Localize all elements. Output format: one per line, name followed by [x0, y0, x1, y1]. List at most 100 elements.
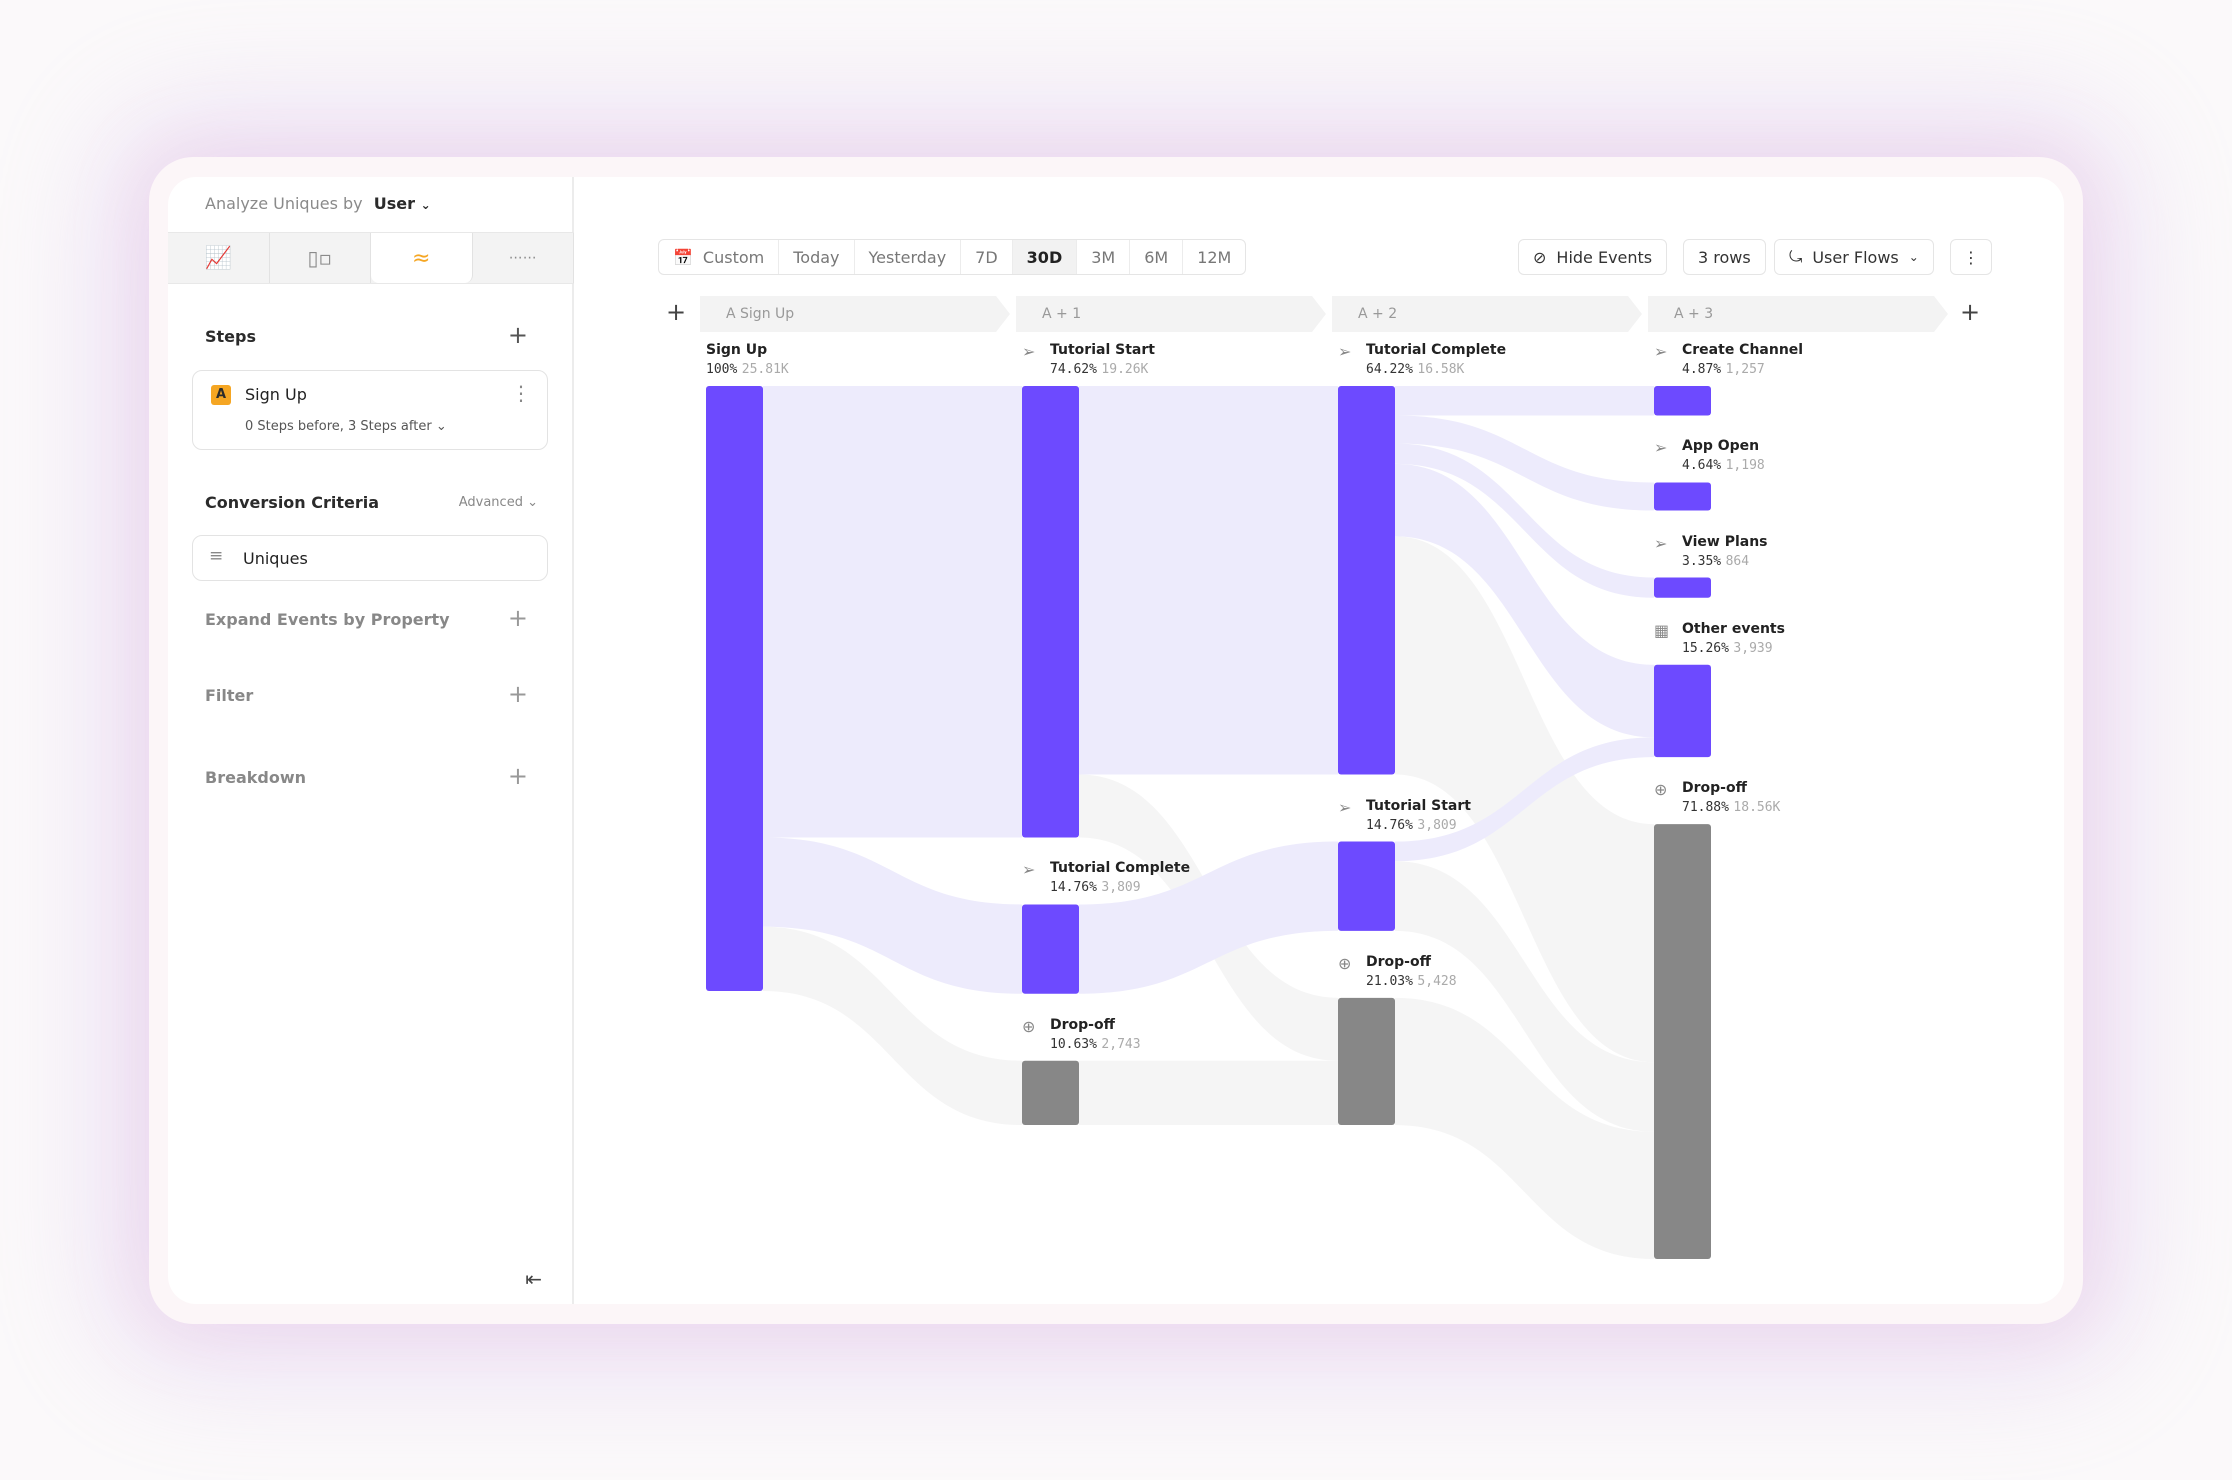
advanced-dropdown[interactable]: Advanced ⌄: [459, 495, 538, 510]
grid-icon: ▦: [1654, 620, 1670, 640]
analyze-value: User: [373, 194, 415, 213]
rows-button[interactable]: 3 rows: [1683, 239, 1766, 275]
node-name: App Open: [1682, 438, 1760, 455]
node-count: 864: [1725, 553, 1750, 569]
flow-node-bar[interactable]: [1022, 386, 1079, 838]
node-count: 16.58K: [1417, 362, 1465, 377]
node-count: 1,257: [1725, 362, 1765, 377]
flow-node-bar[interactable]: [1022, 904, 1079, 994]
node-label: Sign Up 100% 25.81K: [706, 342, 789, 377]
flow-link[interactable]: [1395, 386, 1654, 416]
flow-node-bar[interactable]: [1338, 386, 1395, 775]
node-name: Drop-off: [1050, 1016, 1115, 1033]
flow-link[interactable]: [1395, 997, 1654, 1260]
add-step-button[interactable]: +: [507, 321, 528, 349]
node-name: Tutorial Complete: [1050, 860, 1191, 877]
node-label: ⊕ Drop-off 21.03% 5,428: [1338, 954, 1457, 989]
flow-node-bar[interactable]: [706, 386, 763, 991]
range-custom[interactable]: 📅 Custom: [659, 240, 780, 274]
flow-link[interactable]: [763, 386, 1022, 838]
range-3m[interactable]: 3M: [1077, 240, 1131, 274]
add-expand-button[interactable]: +: [507, 604, 528, 632]
uniques-selector[interactable]: ≡ Uniques: [192, 535, 548, 581]
flow-link[interactable]: [1395, 737, 1654, 862]
flow-link[interactable]: [1079, 841, 1338, 994]
node-pct: 100%: [706, 362, 738, 377]
node-count: 1,198: [1725, 458, 1765, 474]
range-label: Custom: [702, 247, 765, 267]
filter-label: Filter: [205, 686, 254, 705]
tab-flows[interactable]: ≈: [371, 233, 473, 283]
flow-node-bar[interactable]: [1654, 482, 1711, 511]
flow-link[interactable]: [1395, 415, 1654, 511]
node-count: 19.26K: [1101, 362, 1149, 377]
flow-node-bar[interactable]: [1338, 997, 1395, 1126]
column-header[interactable]: A Sign Up: [700, 296, 1010, 332]
flow-link[interactable]: [763, 926, 1022, 1126]
steps-title: Steps: [205, 327, 256, 346]
calendar-icon: 📅: [673, 247, 693, 267]
range-today[interactable]: Today: [779, 240, 855, 274]
range-12m[interactable]: 12M: [1197, 247, 1232, 267]
node-name: Drop-off: [1682, 780, 1747, 797]
more-options-button[interactable]: ⋮: [1950, 239, 1992, 275]
column-header[interactable]: A + 3: [1648, 296, 1948, 332]
flow-node-bar[interactable]: [1654, 386, 1711, 416]
steps-detail: 0 Steps before, 3 Steps after: [245, 419, 432, 434]
expand-events-label: Expand Events by Property: [205, 610, 450, 629]
flow-link[interactable]: [1079, 1060, 1338, 1126]
node-count: 3,809: [1101, 880, 1141, 896]
node-name: View Plans: [1682, 533, 1768, 550]
step-card[interactable]: A Sign Up ⋮ 0 Steps before, 3 Steps afte…: [192, 370, 548, 450]
range-7d[interactable]: 7D: [961, 240, 1013, 274]
node-label: ➢ Tutorial Start 74.62% 19.26K: [1022, 342, 1155, 377]
node-label: ➢ Tutorial Complete 64.22% 16.58K: [1338, 342, 1506, 377]
node-pct: 14.76%: [1050, 880, 1097, 896]
dropoff-icon: ⊕: [1654, 780, 1668, 800]
steps-around-dropdown[interactable]: 0 Steps before, 3 Steps after ⌄: [245, 419, 447, 434]
report-type-tabs: 📈 ▯▫ ≈ ⋯⋯: [168, 232, 574, 284]
flow-node-bar[interactable]: [1022, 1060, 1079, 1126]
node-label: ➢ Create Channel 4.87% 1,257: [1654, 342, 1804, 377]
flow-node-bar[interactable]: [1654, 824, 1711, 1259]
add-breakdown-button[interactable]: +: [507, 762, 528, 790]
funnels-icon: ▯▫: [307, 246, 333, 270]
range-30d[interactable]: 30D: [1012, 240, 1078, 274]
step-badge: A: [211, 385, 231, 405]
flow-link[interactable]: [1395, 443, 1654, 598]
hide-events-button[interactable]: ⊘ Hide Events: [1518, 239, 1668, 275]
flow-link[interactable]: [1079, 386, 1338, 775]
node-name: Sign Up: [706, 342, 768, 358]
range-yesterday[interactable]: Yesterday: [855, 240, 962, 274]
collapse-sidebar-icon[interactable]: ⇤: [525, 1267, 542, 1291]
column-header[interactable]: A + 1: [1016, 296, 1326, 332]
range-6m[interactable]: 6M: [1130, 240, 1184, 274]
analyze-user-dropdown[interactable]: User ⌄: [374, 194, 431, 213]
flow-node-bar[interactable]: [1338, 841, 1395, 931]
flow-link[interactable]: [763, 837, 1022, 994]
tab-funnels[interactable]: ▯▫: [270, 233, 371, 283]
step-menu-icon[interactable]: ⋮: [511, 381, 531, 405]
retention-icon: ⋯⋯: [508, 250, 537, 266]
node-label: ➢ Tutorial Start 14.76% 3,809: [1338, 797, 1471, 833]
flow-link[interactable]: [1395, 463, 1654, 738]
node-pct: 21.03%: [1366, 973, 1413, 989]
node-name: Create Channel: [1682, 342, 1804, 358]
tab-insights[interactable]: 📈: [168, 233, 270, 283]
more-vertical-icon: ⋮: [1963, 247, 1979, 267]
flow-link[interactable]: [1395, 861, 1654, 1132]
tab-retention[interactable]: ⋯⋯: [473, 233, 574, 283]
node-name: Tutorial Start: [1366, 797, 1471, 814]
eye-off-icon: ⊘: [1533, 247, 1547, 267]
add-step-after-button[interactable]: +: [1960, 298, 1981, 326]
add-step-before-button[interactable]: +: [666, 298, 687, 326]
add-filter-button[interactable]: +: [507, 680, 528, 708]
flow-node-bar[interactable]: [1654, 664, 1711, 758]
click-event-icon: ➢: [1654, 533, 1668, 553]
column-header[interactable]: A + 2: [1332, 296, 1642, 332]
flow-node-bar[interactable]: [1654, 577, 1711, 598]
dropoff-icon: ⊕: [1022, 1016, 1036, 1036]
click-event-icon: ➢: [1654, 342, 1668, 361]
view-dropdown[interactable]: ⤿ User Flows ⌄: [1774, 239, 1934, 275]
node-name: Tutorial Start: [1050, 342, 1155, 358]
